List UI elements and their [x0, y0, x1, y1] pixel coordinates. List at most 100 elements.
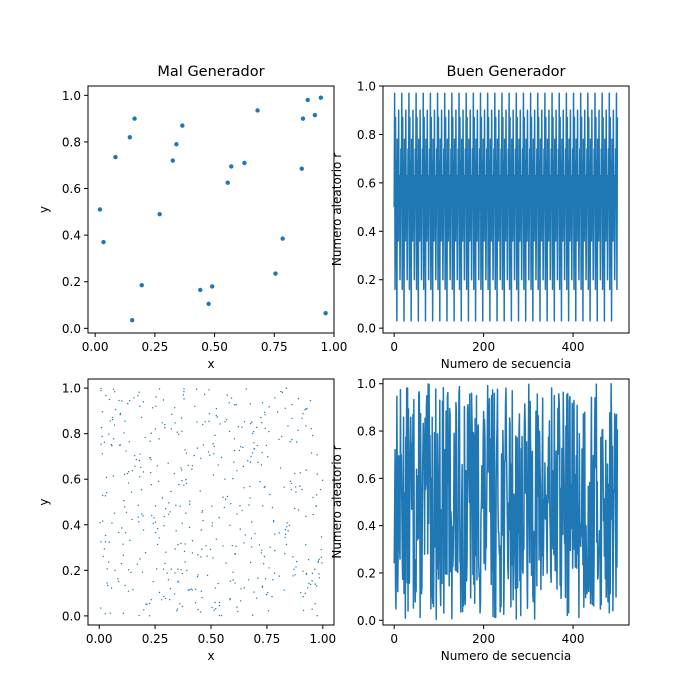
data-point [105, 491, 108, 494]
data-point [295, 441, 298, 443]
data-point [209, 284, 215, 289]
data-point [156, 543, 159, 546]
data-point [312, 496, 314, 499]
data-point [163, 524, 165, 527]
data-point [301, 417, 303, 419]
data-point [183, 484, 185, 486]
data-point [157, 480, 160, 483]
data-point [101, 239, 106, 245]
data-point [127, 569, 130, 571]
data-point [107, 584, 109, 587]
subplot-title: Mal Generador [157, 64, 264, 80]
data-point [140, 489, 143, 491]
data-point [262, 505, 264, 507]
data-point [199, 490, 201, 492]
data-point [232, 571, 234, 573]
data-point [129, 539, 131, 542]
data-point [230, 397, 233, 399]
data-point [217, 464, 219, 466]
data-point [169, 511, 171, 513]
data-point [158, 591, 161, 594]
data-point [236, 513, 238, 515]
data-point [156, 568, 158, 570]
data-point [299, 485, 301, 487]
data-point [302, 413, 304, 415]
data-point [315, 585, 318, 587]
data-point [148, 615, 151, 617]
data-point [218, 604, 221, 607]
data-point [309, 399, 312, 402]
data-point [101, 411, 104, 413]
data-point [247, 460, 249, 462]
x-tick-label: 0.50 [201, 340, 228, 354]
data-point [205, 545, 207, 547]
data-point [139, 283, 144, 288]
data-point [101, 453, 104, 455]
data-point [284, 529, 287, 531]
data-point [237, 426, 240, 428]
data-point [293, 568, 295, 571]
data-point [178, 483, 180, 486]
data-point [154, 505, 157, 507]
data-point [289, 440, 291, 443]
y-axis-label: Numero aleatorio r [330, 445, 344, 558]
y-axis-label: y [37, 206, 51, 213]
data-point [305, 97, 310, 103]
data-point [291, 417, 293, 420]
data-point [216, 416, 218, 418]
data-point [285, 533, 287, 536]
data-point [109, 420, 111, 422]
data-point [251, 432, 254, 435]
data-point [318, 573, 320, 575]
data-point [302, 570, 304, 572]
data-point [259, 481, 261, 483]
data-point [297, 397, 300, 400]
data-point [104, 495, 107, 497]
data-point [175, 530, 177, 532]
data-point [262, 563, 265, 565]
data-point [184, 449, 186, 451]
data-point [174, 422, 176, 424]
data-point [254, 533, 256, 535]
data-point [236, 606, 238, 608]
data-point [215, 414, 217, 417]
data-point [274, 397, 276, 399]
data-point [196, 447, 199, 449]
data-point [260, 416, 262, 419]
data-point [249, 561, 252, 564]
data-point [122, 554, 125, 556]
data-point [316, 615, 318, 617]
y-tick-label: 0.8 [62, 427, 81, 441]
data-point [202, 519, 204, 522]
data-point [149, 457, 151, 459]
data-point [111, 522, 113, 524]
data-point [104, 541, 107, 543]
data-point [240, 588, 242, 590]
data-point [255, 426, 258, 429]
data-point [107, 561, 110, 563]
data-point [108, 541, 110, 543]
data-point [138, 614, 140, 617]
data-point [167, 579, 170, 581]
data-point [253, 591, 255, 593]
subplot-3: 0.00 0.25 0.50 0.75 1.00 0.0 0.2 0.4 0.6 0.8 1.0 x y [37, 378, 336, 663]
data-point [111, 418, 114, 421]
data-point [229, 599, 231, 601]
data-point [188, 526, 191, 529]
data-point [271, 595, 273, 598]
data-point [305, 573, 308, 575]
data-point [264, 578, 267, 580]
y-tick-label: 0.4 [62, 518, 81, 532]
data-point [272, 519, 275, 522]
data-point [267, 456, 269, 458]
data-point [186, 569, 188, 572]
data-point [164, 562, 166, 565]
x-axis-label: x [207, 649, 214, 663]
data-point [123, 432, 125, 434]
data-point [185, 512, 187, 514]
data-point [201, 509, 204, 512]
subplot-4: 0 200 400 0.0 0.2 0.4 0.6 0.8 1.0 Numero de secue… [330, 377, 630, 663]
data-point [164, 427, 166, 429]
data-point [314, 583, 316, 585]
data-point [150, 432, 152, 434]
